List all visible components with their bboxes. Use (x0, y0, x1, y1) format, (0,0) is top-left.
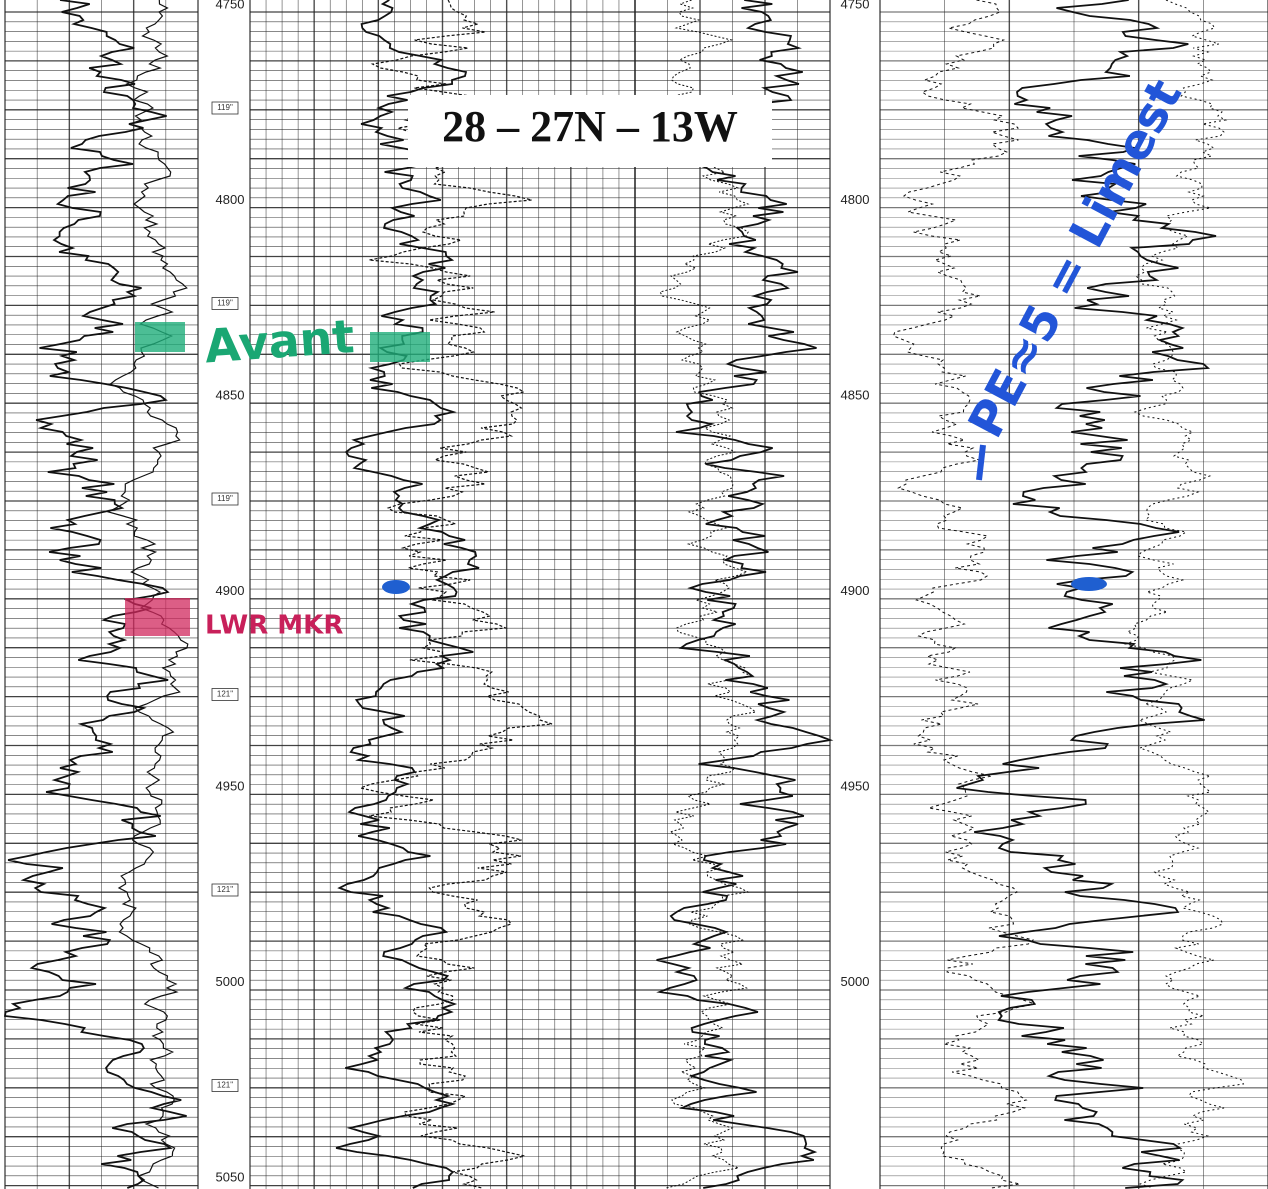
lower-marker-annotation: LWR MKR (205, 611, 343, 641)
depth-label: 4750 (841, 0, 870, 11)
log-curve (956, 0, 1217, 1189)
scale-box (211, 101, 239, 115)
scale-mark: 119" (217, 299, 233, 308)
depth-labels: 4750 4800 4850 4900 4950 5000 5050 4750 4800 4850… (211, 0, 870, 1184)
scale-box (211, 297, 239, 310)
log-curves (3, 0, 1245, 1189)
avant-highlight (135, 322, 185, 352)
log-curve (3, 0, 187, 1189)
scale-mark: 121" (217, 885, 233, 894)
depth-label: 4800 (216, 192, 245, 207)
scale-mark: 119" (217, 103, 233, 112)
scale-mark: 121" (217, 690, 233, 699)
avant-highlight (370, 332, 430, 362)
blue-dot (382, 580, 410, 594)
avant-annotation: Avant (203, 309, 356, 373)
log-curve (1123, 0, 1245, 1189)
scale-box (211, 883, 239, 897)
log-curve (892, 0, 1036, 1189)
log-curve (358, 0, 553, 1189)
depth-label: 4750 (216, 0, 245, 11)
pe-tick (976, 444, 986, 481)
depth-label: 5000 (216, 974, 245, 989)
scale-box (211, 688, 239, 701)
title-box (408, 95, 772, 167)
depth-label: 4950 (841, 778, 870, 793)
log-curve (335, 0, 480, 1189)
log-curve (659, 0, 757, 1189)
depth-label: 4850 (216, 387, 245, 402)
scale-box (211, 492, 239, 506)
depth-label: 4950 (216, 778, 245, 793)
blue-dot (1071, 577, 1107, 591)
scale-box (211, 1079, 239, 1092)
scale-mark: 119" (217, 494, 233, 503)
depth-label: 4900 (841, 583, 870, 598)
depth-label: 4800 (841, 192, 870, 207)
depth-label: 5000 (841, 974, 870, 989)
marker-highlight (125, 598, 190, 636)
depth-label: 5050 (216, 1169, 245, 1184)
depth-label: 4850 (841, 387, 870, 402)
depth-label: 4900 (216, 583, 245, 598)
log-grid (4, 0, 1268, 1189)
scale-mark: 121" (217, 1081, 233, 1090)
well-location: 28 – 27N – 13W (442, 102, 738, 151)
log-curve (106, 0, 189, 1189)
